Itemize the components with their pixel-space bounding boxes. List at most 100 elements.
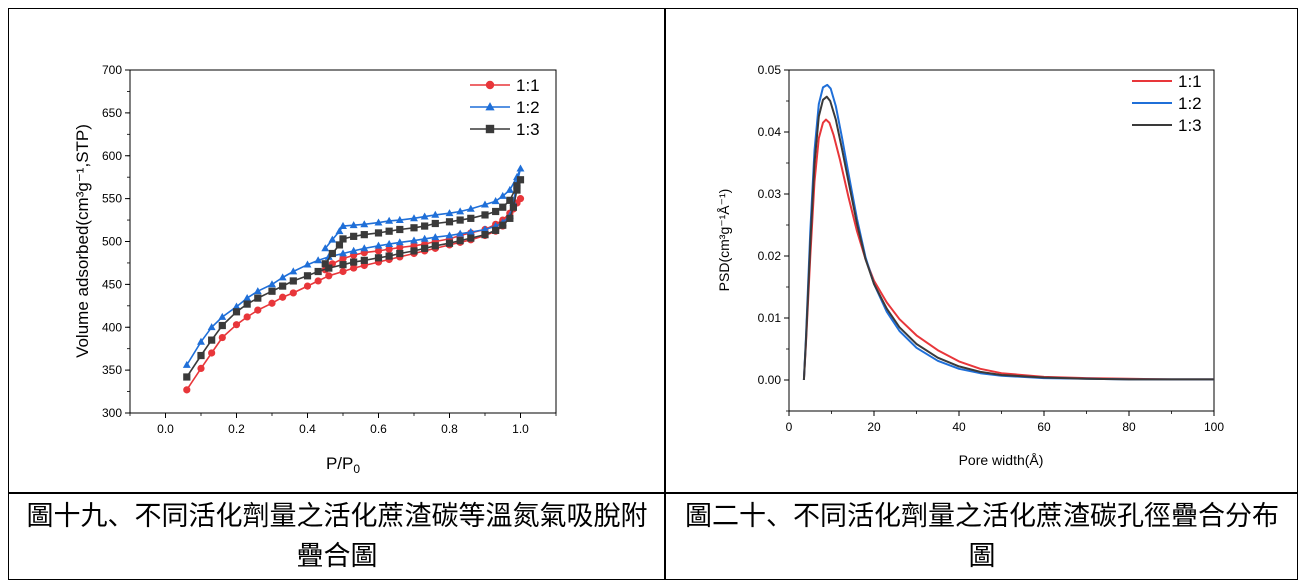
data-point xyxy=(396,249,404,258)
data-point xyxy=(360,256,368,264)
data-point xyxy=(314,277,322,285)
data-point xyxy=(339,249,347,257)
y-tick-label: 700 xyxy=(102,63,122,77)
data-point xyxy=(243,300,251,308)
data-point xyxy=(289,277,297,285)
data-point xyxy=(499,221,507,229)
data-point xyxy=(421,222,429,230)
data-point xyxy=(431,219,439,228)
legend-label: 1:2 xyxy=(1178,94,1202,113)
data-point xyxy=(509,203,517,211)
data-point xyxy=(481,200,489,208)
data-point xyxy=(374,218,383,226)
data-point xyxy=(197,364,205,373)
data-point xyxy=(268,280,276,288)
horizontal-divider xyxy=(8,492,1298,494)
legend-label: 1:3 xyxy=(1178,116,1202,135)
data-point xyxy=(516,164,525,172)
x-tick-label: 0.4 xyxy=(299,422,316,436)
y-tick-label: 600 xyxy=(102,149,122,163)
series-line xyxy=(186,167,522,366)
x-tick-label: 20 xyxy=(867,420,881,434)
legend-entry: 1:3 xyxy=(1132,116,1202,135)
legend-entry: 1:3 xyxy=(470,120,540,139)
data-point xyxy=(374,241,383,249)
data-point xyxy=(278,273,287,281)
x-tick-label: 0 xyxy=(786,420,793,434)
data-point xyxy=(207,323,216,331)
data-point xyxy=(420,212,429,220)
series-1-3 xyxy=(183,176,525,381)
data-point xyxy=(385,252,393,260)
legend-entry: 1:2 xyxy=(470,98,540,117)
data-point xyxy=(289,289,297,297)
data-point xyxy=(279,293,287,301)
data-point xyxy=(254,306,262,314)
y-tick-label: 0.04 xyxy=(758,125,782,139)
data-point xyxy=(420,234,429,242)
x-tick-label: 0.8 xyxy=(441,422,458,436)
data-point xyxy=(499,203,507,211)
data-point xyxy=(314,267,322,276)
legend: 1:1 1:2 1:3 xyxy=(1132,72,1202,135)
data-point xyxy=(456,237,464,245)
plot-area-border xyxy=(788,69,1215,412)
figure-caption-left: 圖十九、不同活化劑量之活化蔗渣碳等溫氮氣吸脫附疊合圖 xyxy=(14,495,660,579)
data-point xyxy=(335,227,344,235)
y-tick-label: 0.05 xyxy=(758,63,782,77)
data-point xyxy=(243,293,252,301)
data-point xyxy=(485,102,495,111)
data-point xyxy=(456,229,465,237)
data-point xyxy=(431,233,440,241)
legend: 1:1 1:2 1:3 xyxy=(470,76,540,139)
data-point xyxy=(253,287,262,295)
data-point xyxy=(321,260,329,268)
data-point xyxy=(445,231,454,239)
data-point xyxy=(466,204,475,212)
data-point xyxy=(485,124,495,134)
data-point xyxy=(197,351,205,360)
legend-label: 1:3 xyxy=(516,120,540,139)
data-point xyxy=(350,264,358,272)
y-tick-label: 0.00 xyxy=(758,373,782,387)
series-1-1 xyxy=(802,118,1214,381)
y-tick-label: 500 xyxy=(102,235,122,249)
data-point xyxy=(218,333,226,342)
data-point xyxy=(325,264,333,272)
data-point xyxy=(410,214,418,222)
data-point xyxy=(182,360,191,368)
data-point xyxy=(467,234,475,242)
data-point xyxy=(410,247,418,255)
data-point xyxy=(456,207,465,215)
series-1-2 xyxy=(802,83,1214,381)
data-point xyxy=(208,349,216,357)
data-point xyxy=(360,220,369,228)
data-point xyxy=(208,336,216,344)
legend-label: 1:1 xyxy=(516,76,540,95)
figure-caption-right: 圖二十、不同活化劑量之活化蔗渣碳孔徑疊合分布圖 xyxy=(672,495,1292,579)
data-point xyxy=(268,287,276,295)
data-point xyxy=(303,282,312,290)
data-point xyxy=(410,236,418,244)
x-tick-label: 40 xyxy=(952,420,966,434)
data-point xyxy=(360,231,368,239)
data-point xyxy=(268,299,276,307)
data-point xyxy=(335,241,344,249)
data-point xyxy=(374,229,383,237)
data-point xyxy=(289,267,298,275)
series-line xyxy=(802,95,1214,381)
series-line xyxy=(802,83,1214,381)
data-point xyxy=(183,373,191,381)
data-point xyxy=(492,226,500,234)
data-point xyxy=(243,313,251,321)
data-point xyxy=(325,272,333,280)
data-point xyxy=(396,225,404,234)
data-point xyxy=(481,231,489,239)
legend-entry: 1:1 xyxy=(470,76,540,95)
data-point xyxy=(445,239,454,247)
data-point xyxy=(466,227,475,235)
y-tick-label: 0.03 xyxy=(758,187,782,201)
data-point xyxy=(349,221,358,229)
y-axis-label: PSD(cm³g⁻¹Å⁻¹) xyxy=(716,189,732,292)
data-point xyxy=(350,258,358,266)
